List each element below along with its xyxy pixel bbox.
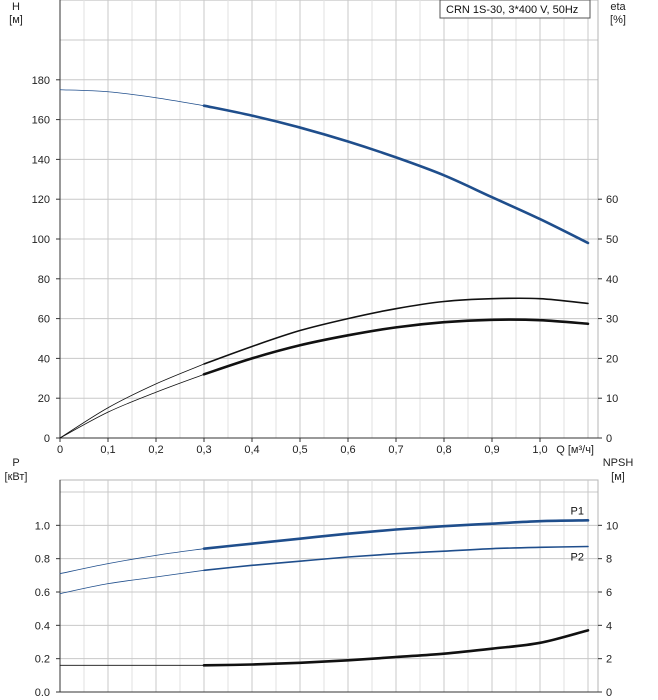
right-axis-unit: [м] — [611, 471, 625, 483]
model-label-box: CRN 1S-30, 3*400 V, 50Hz — [439, 0, 591, 19]
x-axis-unit: Q [м³/ч] — [556, 444, 594, 456]
x-tick-label: 1,0 — [532, 444, 547, 456]
series-line — [59, 363, 205, 439]
right-axis-unit: [%] — [610, 14, 626, 26]
left-tick-label: 60 — [38, 314, 50, 326]
series-line — [203, 545, 589, 572]
plot-frame — [59, 479, 599, 693]
series-line — [202, 318, 590, 376]
right-tick-label: 6 — [606, 587, 612, 599]
left-tick-label: 40 — [38, 353, 50, 365]
series-line — [59, 89, 205, 107]
x-tick-label: 0,9 — [484, 444, 499, 456]
plot-frame — [59, 0, 599, 439]
left-tick-label: 160 — [32, 115, 50, 127]
series-line — [59, 373, 205, 439]
x-tick-label: 0,3 — [196, 444, 211, 456]
right-axis-title: eta — [610, 1, 626, 13]
left-tick-label: 0 — [44, 433, 50, 445]
series-label-p2: P2 — [571, 552, 584, 564]
model-label: CRN 1S-30, 3*400 V, 50Hz — [446, 4, 578, 16]
right-tick-label: 30 — [606, 314, 618, 326]
series-line — [59, 548, 205, 575]
model-label-frame — [439, 0, 591, 19]
series-line — [202, 104, 590, 245]
x-tick-label: 0,2 — [148, 444, 163, 456]
right-tick-label: 10 — [606, 520, 618, 532]
right-tick-label: 40 — [606, 274, 618, 286]
left-tick-label: 0.2 — [35, 654, 50, 666]
left-axis-title: H — [12, 1, 20, 13]
right-axis-title: NPSH — [603, 457, 634, 469]
x-tick-label: 0,1 — [100, 444, 115, 456]
series-line — [202, 629, 590, 667]
left-tick-label: 0.0 — [35, 687, 50, 699]
left-tick-label: 0.6 — [35, 587, 50, 599]
series-line — [203, 297, 589, 365]
left-axis-unit: [м] — [9, 14, 23, 26]
right-tick-label: 0 — [606, 687, 612, 699]
left-axis-title: P — [12, 457, 19, 469]
series-line — [59, 569, 205, 595]
right-tick-label: 2 — [606, 654, 612, 666]
right-tick-label: 20 — [606, 353, 618, 365]
left-tick-label: 100 — [32, 234, 50, 246]
x-tick-label: 0,6 — [340, 444, 355, 456]
series-line — [202, 519, 590, 550]
x-tick-label: 0,5 — [292, 444, 307, 456]
left-tick-label: 140 — [32, 154, 50, 166]
left-tick-label: 0.4 — [35, 620, 50, 632]
right-tick-label: 0 — [606, 433, 612, 445]
performance-panel: 0 20 40 60 80 100 120 140 160 180 0 10 20 30 40 50 60 H[м… — [9, 0, 627, 456]
right-tick-label: 50 — [606, 234, 618, 246]
series-label-p1: P1 — [571, 505, 584, 517]
right-tick-label: 8 — [606, 554, 612, 566]
left-tick-label: 80 — [38, 274, 50, 286]
left-tick-label: 0.8 — [35, 554, 50, 566]
left-tick-label: 120 — [32, 194, 50, 206]
left-axis-unit: [кВт] — [5, 471, 28, 483]
x-tick-label: 0,4 — [244, 444, 259, 456]
power-npsh-panel: 0.0 0.2 0.4 0.6 0.8 1.0 0 2 4 6 8 10 P [кВт] NPSH [м] P1… — [5, 457, 634, 699]
left-tick-label: 20 — [38, 393, 50, 405]
right-tick-label: 4 — [606, 620, 612, 632]
x-tick-label: 0 — [57, 444, 63, 456]
left-tick-label: 1.0 — [35, 520, 50, 532]
x-tick-label: 0,8 — [436, 444, 451, 456]
left-tick-label: 180 — [32, 75, 50, 87]
x-tick-label: 0,7 — [388, 444, 403, 456]
right-tick-label: 60 — [606, 194, 618, 206]
right-tick-label: 10 — [606, 393, 618, 405]
